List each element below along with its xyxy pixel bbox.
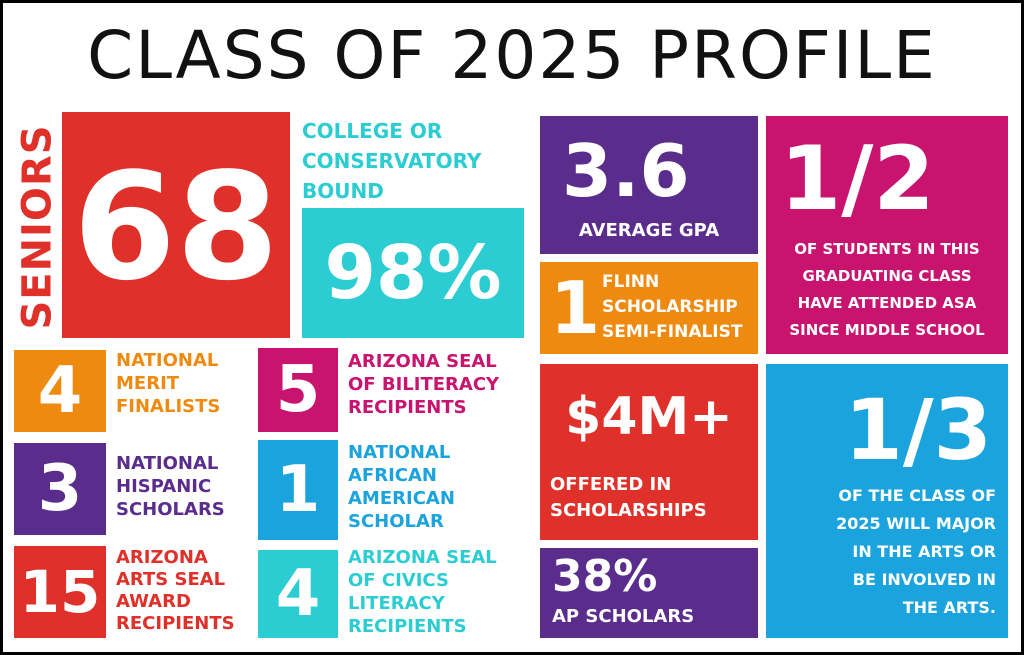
- merit-value: 4: [14, 350, 106, 432]
- civics-value: 4: [258, 550, 338, 638]
- ap-label: AP SCHOLARS: [552, 606, 695, 627]
- gpa-value: 3.6: [562, 129, 690, 213]
- third-value: 1/3: [844, 381, 992, 479]
- african-label: NATIONAL AFRICAN AMERICAN SCHOLAR: [348, 442, 455, 532]
- college-label: COLLEGE OR CONSERVATORY BOUND: [302, 119, 482, 203]
- merit-label: NATIONAL MERIT FINALISTS: [116, 350, 221, 417]
- flinn-label: FLINN SCHOLARSHIP SEMI-FINALIST: [602, 272, 743, 342]
- third-tile: 1/3 OF THE CLASS OF 2025 WILL MAJOR IN T…: [766, 364, 1008, 638]
- half-value: 1/2: [780, 127, 935, 230]
- half-label: OF STUDENTS IN THIS GRADUATING CLASS HAV…: [789, 240, 985, 339]
- ap-tile: 38% AP SCHOLARS: [540, 548, 758, 638]
- arts-seal-label: ARIZONA ARTS SEAL AWARD RECIPIENTS: [116, 547, 235, 634]
- seniors-value: 68: [73, 141, 279, 313]
- african-value: 1: [258, 440, 338, 540]
- scholarships-value: $4M+: [565, 387, 733, 447]
- ap-value: 38%: [552, 551, 658, 602]
- page-title: CLASS OF 2025 PROFILE: [87, 17, 937, 94]
- hispanic-label: NATIONAL HISPANIC SCHOLARS: [116, 453, 225, 520]
- gpa-tile: 3.6 AVERAGE GPA: [540, 116, 758, 254]
- scholarships-label: OFFERED IN SCHOLARSHIPS: [550, 474, 707, 521]
- third-label: OF THE CLASS OF 2025 WILL MAJOR IN THE A…: [836, 486, 996, 617]
- flinn-value: 1: [550, 266, 601, 350]
- biliteracy-value: 5: [258, 348, 338, 432]
- seniors-tile: 68: [62, 112, 290, 338]
- scholarships-tile: $4M+ OFFERED IN SCHOLARSHIPS: [540, 364, 758, 540]
- arts-seal-value: 15: [14, 546, 106, 638]
- college-tile: 98%: [302, 208, 524, 338]
- civics-label: ARIZONA SEAL OF CIVICS LITERACY RECIPIEN…: [348, 547, 497, 637]
- biliteracy-label: ARIZONA SEAL OF BILITERACY RECIPIENTS: [348, 351, 500, 418]
- college-value: 98%: [324, 230, 502, 316]
- half-tile: 1/2 OF STUDENTS IN THIS GRADUATING CLASS…: [766, 116, 1008, 354]
- gpa-label: AVERAGE GPA: [578, 220, 720, 241]
- flinn-tile: 1 FLINN SCHOLARSHIP SEMI-FINALIST: [540, 262, 758, 354]
- seniors-label: SENIORS: [15, 124, 62, 330]
- hispanic-value: 3: [14, 443, 106, 535]
